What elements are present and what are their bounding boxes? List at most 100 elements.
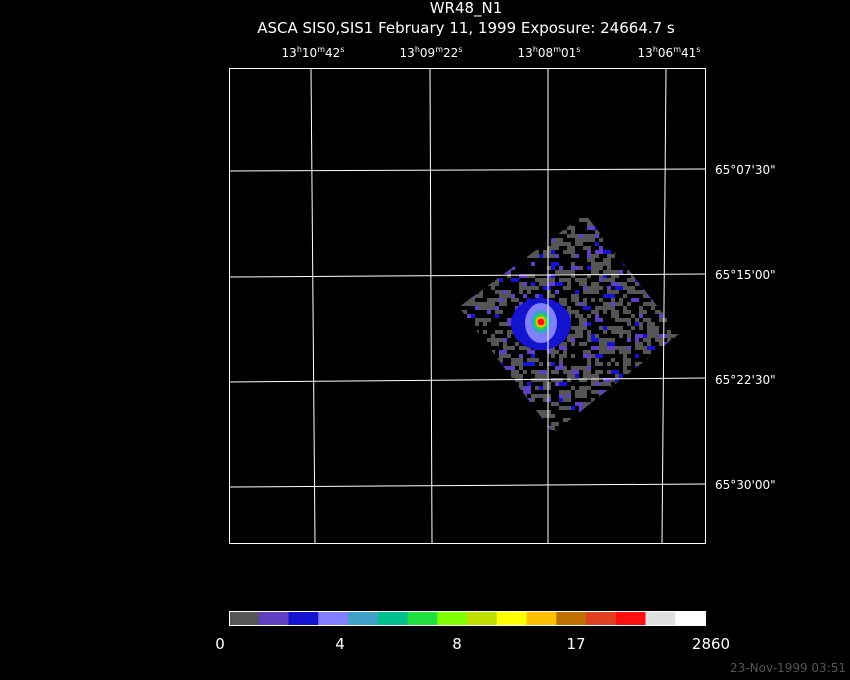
pixel xyxy=(611,310,619,314)
pixel xyxy=(539,378,543,382)
pixel xyxy=(563,286,571,290)
pixel xyxy=(475,302,479,306)
dec-label: 65°07'30" xyxy=(715,163,776,177)
pixel xyxy=(635,334,639,338)
pixel xyxy=(639,322,643,326)
pixel xyxy=(587,258,595,262)
pixel xyxy=(527,382,531,386)
pixel xyxy=(627,350,631,354)
colorbar-swatch xyxy=(348,611,379,625)
pixel xyxy=(559,342,567,346)
pixel xyxy=(547,274,551,278)
pixel xyxy=(607,346,615,350)
pixel xyxy=(555,402,559,406)
pixel xyxy=(511,346,515,350)
colorbar-swatch xyxy=(615,611,646,625)
pixel xyxy=(611,314,619,318)
pixel xyxy=(579,282,587,286)
pixel xyxy=(511,374,515,378)
pixel xyxy=(607,382,611,386)
pixel xyxy=(579,322,583,326)
pixel xyxy=(563,298,567,302)
colorbar-swatch xyxy=(407,611,438,625)
pixel xyxy=(591,334,595,338)
pixel xyxy=(583,378,587,382)
pixel xyxy=(591,354,595,358)
pixel xyxy=(611,294,615,298)
pixel xyxy=(559,394,563,398)
pixel xyxy=(611,298,615,302)
pixel xyxy=(591,338,599,342)
pixel xyxy=(655,338,663,342)
pixel xyxy=(555,238,563,242)
pixel xyxy=(587,338,591,342)
pixel xyxy=(639,314,643,318)
pixel xyxy=(587,274,591,278)
pixel xyxy=(551,238,555,242)
pixel xyxy=(615,290,619,294)
pixel xyxy=(575,290,579,294)
pixel xyxy=(571,326,579,330)
pixel xyxy=(515,370,519,374)
value: 22 xyxy=(443,46,458,60)
colorbar-swatch xyxy=(377,611,408,625)
value: 08 xyxy=(538,46,553,60)
pixel xyxy=(635,346,643,350)
pixel xyxy=(547,382,551,386)
pixel xyxy=(499,350,507,354)
pixel xyxy=(575,242,583,246)
pixel xyxy=(647,326,655,330)
pixel xyxy=(643,346,647,350)
pixel xyxy=(495,330,503,334)
pixel xyxy=(603,302,611,306)
pixel xyxy=(483,330,487,334)
pixel xyxy=(623,366,627,370)
pixel xyxy=(619,326,623,330)
pixel xyxy=(583,278,587,282)
pixel xyxy=(551,250,555,254)
pixel xyxy=(475,322,479,326)
colorbar-swatch xyxy=(258,611,289,625)
pixel xyxy=(551,414,555,418)
pixel xyxy=(583,394,587,398)
pixel xyxy=(635,338,639,342)
pixel xyxy=(611,282,619,286)
pixel xyxy=(507,322,511,326)
pixel xyxy=(595,242,599,246)
pixel xyxy=(579,326,587,330)
colorbar-swatch xyxy=(467,611,498,625)
pixel xyxy=(591,378,599,382)
pixel xyxy=(623,310,631,314)
pixel xyxy=(603,250,611,254)
pixel xyxy=(567,394,571,398)
pixel xyxy=(599,346,603,350)
pixel xyxy=(463,302,471,306)
pixel xyxy=(583,290,591,294)
pixel xyxy=(635,342,643,346)
pixel xyxy=(559,362,563,366)
pixel xyxy=(591,346,599,350)
pixel xyxy=(591,390,599,394)
pixel xyxy=(583,238,587,242)
pixel xyxy=(591,298,595,302)
pixel xyxy=(651,302,659,306)
pixel xyxy=(523,282,527,286)
pixel xyxy=(627,338,631,342)
pixel xyxy=(635,322,639,326)
pixel xyxy=(547,362,551,366)
pixel xyxy=(639,310,647,314)
pixel xyxy=(587,354,591,358)
colorbar-swatch xyxy=(496,611,527,625)
pixel xyxy=(667,334,675,338)
pixel xyxy=(579,406,583,410)
pixel xyxy=(631,326,635,330)
pixel xyxy=(499,322,503,326)
colorbar-swatch xyxy=(645,611,676,625)
pixel xyxy=(479,290,483,294)
pixel xyxy=(551,362,555,366)
pixel xyxy=(571,298,579,302)
pixel xyxy=(555,290,559,294)
pixel xyxy=(623,370,627,374)
colorbar-label: 17 xyxy=(566,635,585,653)
pixel xyxy=(567,246,575,250)
